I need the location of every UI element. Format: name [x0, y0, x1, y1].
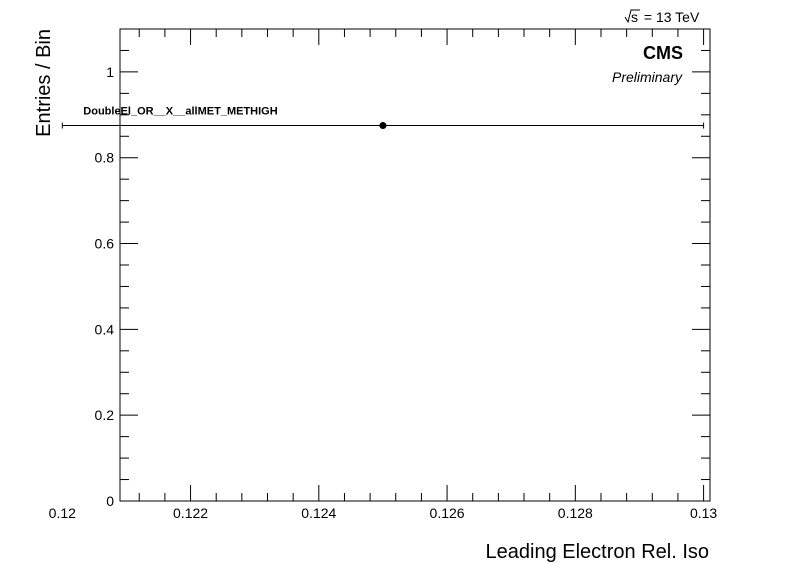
x-tick-label: 0.126 [430, 505, 465, 521]
x-tick-label: 0.124 [301, 505, 336, 521]
y-axis-tick-labels: 0 0.2 0.4 0.6 0.8 1 [95, 64, 115, 509]
x-tick-label: 0.13 [690, 505, 717, 521]
y-axis-ticks [120, 28, 710, 502]
x-axis-tick-labels: 0.12 0.122 0.124 0.126 0.128 0.13 [49, 505, 718, 521]
y-tick-label: 0 [106, 493, 114, 509]
x-axis-ticks [138, 29, 705, 501]
y-axis-title: Entries / Bin [33, 29, 55, 137]
sqrt-icon [624, 9, 640, 24]
x-tick-label: 0.128 [558, 505, 593, 521]
y-tick-label: 1 [106, 64, 114, 80]
series-label: DoubleEl_OR__X__allMET_METHIGH [83, 106, 277, 118]
energy-label: s = 13 TeV [624, 9, 700, 25]
y-tick-label: 0.2 [95, 407, 115, 423]
data-series: DoubleEl_OR__X__allMET_METHIGH [61, 106, 705, 130]
x-axis-title: Leading Electron Rel. Iso [486, 541, 709, 563]
y-tick-label: 0.4 [95, 321, 115, 337]
energy-s: s [631, 9, 638, 25]
y-tick-label: 0.6 [95, 236, 115, 252]
plot-frame [119, 28, 711, 502]
preliminary-label: Preliminary [612, 69, 683, 85]
y-tick-label: 0.8 [95, 150, 115, 166]
cms-label: CMS [643, 43, 683, 63]
x-tick-label: 0.12 [49, 505, 76, 521]
energy-value: = 13 TeV [640, 9, 700, 25]
data-point [379, 122, 387, 130]
x-tick-label: 0.122 [173, 505, 208, 521]
